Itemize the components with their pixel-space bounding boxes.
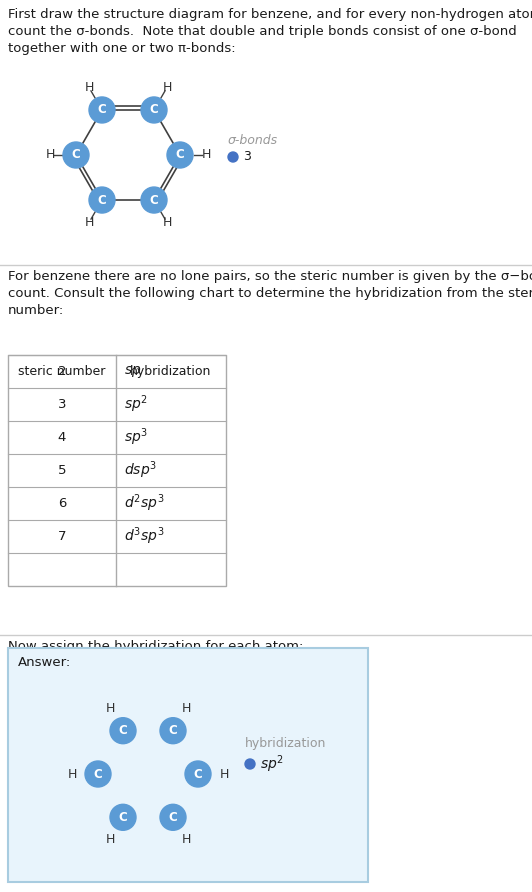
Text: 2: 2 [58, 365, 66, 378]
Circle shape [160, 718, 186, 744]
Circle shape [85, 761, 111, 787]
Text: H: H [105, 833, 115, 847]
Text: C: C [94, 767, 102, 780]
Text: H: H [162, 81, 172, 94]
Circle shape [110, 718, 136, 744]
Text: $d^{2}sp^{3}$: $d^{2}sp^{3}$ [124, 492, 164, 515]
Text: hybridization: hybridization [245, 738, 326, 750]
Text: C: C [98, 103, 106, 117]
Text: H: H [162, 216, 172, 229]
Text: C: C [149, 194, 159, 207]
Circle shape [89, 97, 115, 123]
Text: H: H [84, 81, 94, 94]
Circle shape [167, 142, 193, 168]
Text: C: C [119, 811, 127, 824]
Circle shape [141, 187, 167, 213]
Text: H: H [45, 148, 55, 161]
Text: H: H [219, 767, 229, 780]
Text: 3: 3 [243, 151, 251, 163]
Text: C: C [194, 767, 202, 780]
Circle shape [63, 142, 89, 168]
Text: C: C [119, 724, 127, 737]
Text: hybridization: hybridization [130, 365, 212, 378]
Text: $sp^{2}$: $sp^{2}$ [260, 753, 284, 775]
Text: H: H [105, 702, 115, 714]
Circle shape [89, 187, 115, 213]
Text: C: C [98, 194, 106, 207]
Text: Answer:: Answer: [18, 656, 71, 669]
Circle shape [228, 152, 238, 162]
Text: 7: 7 [58, 530, 66, 543]
Text: First draw the structure diagram for benzene, and for every non-hydrogen atom,
c: First draw the structure diagram for ben… [8, 8, 532, 55]
Text: C: C [72, 148, 80, 161]
Text: $dsp^{3}$: $dsp^{3}$ [124, 459, 157, 482]
Text: H: H [181, 702, 190, 714]
Text: $d^{3}sp^{3}$: $d^{3}sp^{3}$ [124, 525, 164, 548]
Text: H: H [181, 833, 190, 847]
Text: C: C [149, 103, 159, 117]
Text: 4: 4 [58, 431, 66, 444]
Text: H: H [201, 148, 211, 161]
Text: $sp$: $sp$ [124, 364, 142, 379]
Text: C: C [169, 811, 177, 824]
Text: Now assign the hybridization for each atom:: Now assign the hybridization for each at… [8, 640, 303, 653]
Bar [8, 355, 226, 586]
Circle shape [110, 805, 136, 830]
Text: H: H [68, 767, 77, 780]
Circle shape [141, 97, 167, 123]
Text: $sp^{2}$: $sp^{2}$ [124, 393, 148, 416]
Text: 5: 5 [58, 464, 66, 477]
Text: 6: 6 [58, 497, 66, 510]
Circle shape [185, 761, 211, 787]
Text: 3: 3 [58, 398, 66, 411]
Bar [8, 648, 368, 882]
Text: C: C [169, 724, 177, 737]
Text: For benzene there are no lone pairs, so the steric number is given by the σ−bond: For benzene there are no lone pairs, so … [8, 270, 532, 317]
Text: σ-bonds: σ-bonds [228, 134, 278, 146]
Text: C: C [176, 148, 185, 161]
Circle shape [160, 805, 186, 830]
Text: steric number: steric number [18, 365, 106, 378]
Circle shape [245, 759, 255, 769]
Text: $sp^{3}$: $sp^{3}$ [124, 426, 148, 449]
Text: H: H [84, 216, 94, 229]
